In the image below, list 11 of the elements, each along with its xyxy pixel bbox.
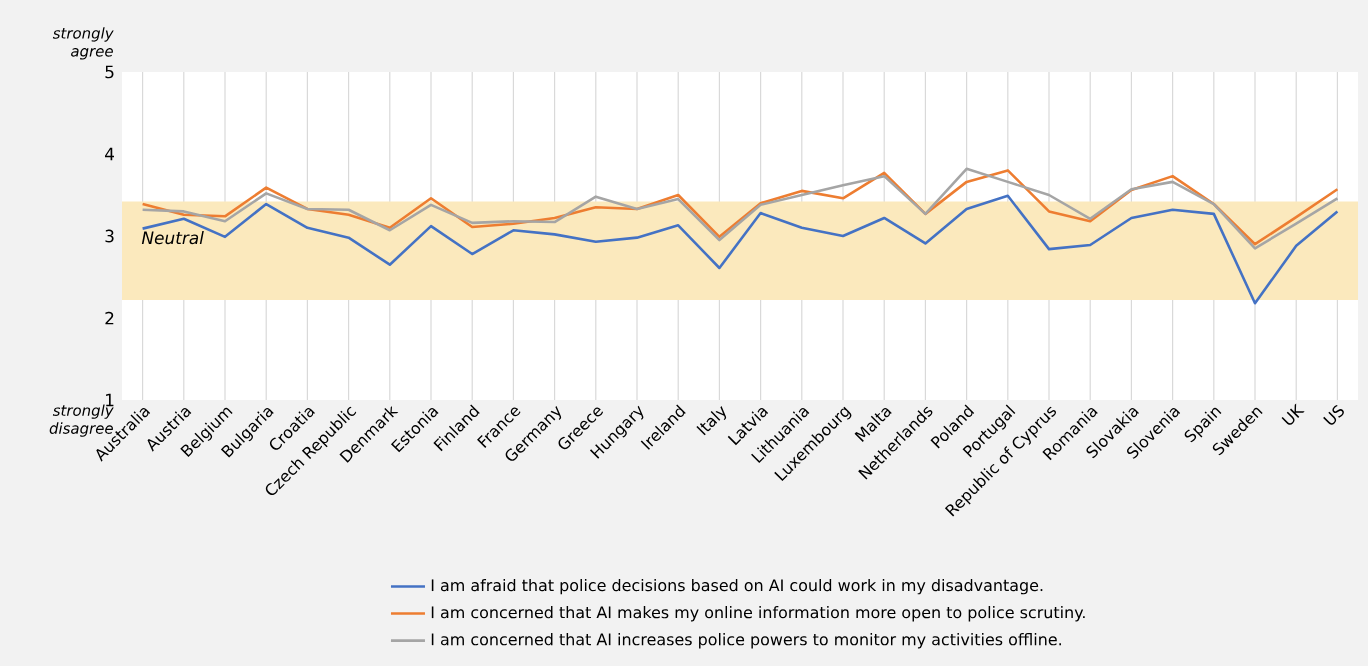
legend-label: I am concerned that AI makes my online information more open to police scrutiny. [431, 606, 1085, 622]
x-tick-label: UK [1281, 403, 1305, 425]
y-tick-label: 2 [105, 311, 114, 325]
band-label: Neutral [141, 231, 204, 245]
text: strongly agree [52, 27, 114, 60]
y-tick-label: 4 [105, 147, 114, 161]
x-tick-label: US [1323, 404, 1344, 425]
y-tick-label: 5 [105, 65, 114, 79]
legend-label: I am afraid that police decisions based on AI could work in my disadvantage. [431, 578, 1043, 595]
legend-label: I am concerned that AI increases police powers to monitor my activities offline. [431, 633, 1061, 649]
y-tick-label: 3 [105, 229, 114, 243]
